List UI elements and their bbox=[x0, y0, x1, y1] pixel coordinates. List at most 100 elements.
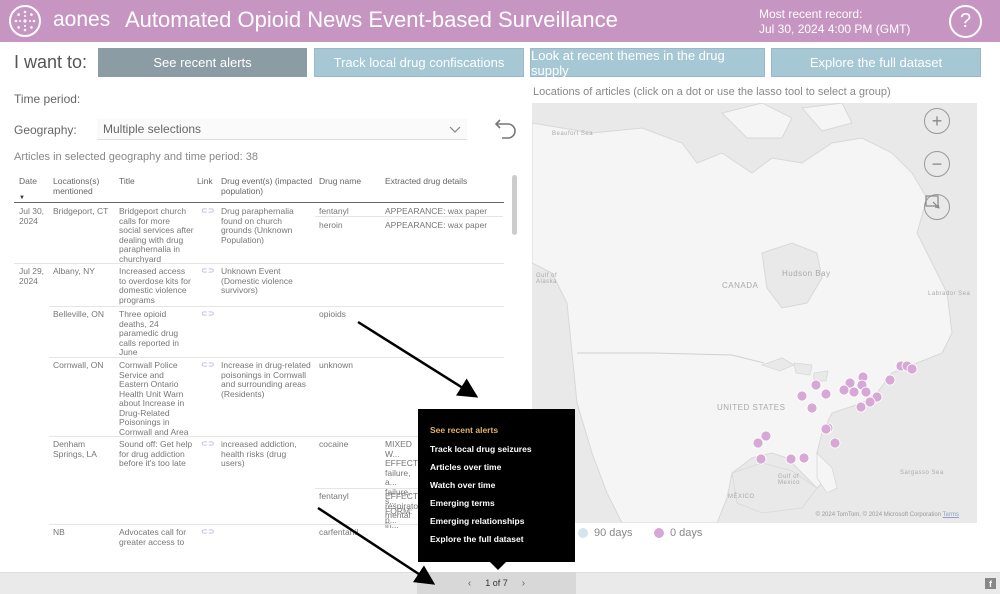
row-6-location: NB bbox=[53, 527, 65, 537]
row-5-title: Sound off: Get help for drug addiction b… bbox=[119, 439, 193, 468]
map-caption: Locations of articles (click on a dot or… bbox=[533, 86, 891, 98]
sort-down-icon[interactable]: ▼ bbox=[19, 195, 25, 201]
header-location[interactable]: Locations(s) mentioned bbox=[53, 176, 100, 196]
undo-icon[interactable] bbox=[493, 114, 519, 140]
track-confiscations-button[interactable]: Track local drug confiscations bbox=[314, 48, 524, 77]
zoom-out-button[interactable]: − bbox=[924, 151, 950, 177]
lasso-icon bbox=[925, 195, 940, 209]
row-divider bbox=[49, 357, 504, 358]
table-scrollbar[interactable] bbox=[512, 175, 517, 235]
link-icon[interactable]: ⊂⊃ bbox=[201, 360, 215, 369]
menu-item-drug-seizures[interactable]: Track local drug seizures bbox=[430, 444, 532, 454]
article-map[interactable]: Beaufort Sea Hudson Bay CANADA Labrador … bbox=[532, 103, 977, 523]
location-dot bbox=[844, 377, 856, 389]
page-navigator: ‹ 1 of 7 › bbox=[417, 572, 576, 594]
location-dot bbox=[796, 390, 808, 402]
header-divider bbox=[14, 202, 504, 203]
row-5-event: increased addiction, health risks (drug … bbox=[221, 439, 297, 468]
menu-item-recent-alerts[interactable]: See recent alerts bbox=[430, 425, 499, 435]
row-1-drug-2: heroin bbox=[319, 220, 343, 230]
location-dot bbox=[798, 452, 810, 464]
next-page-icon[interactable]: › bbox=[521, 577, 526, 589]
row-1-date: Jul 30, 2024 bbox=[19, 206, 45, 226]
row-2-event: Unknown Event (Domestic violence survivo… bbox=[221, 266, 293, 295]
row-5-drug-2: fentanyl bbox=[319, 491, 349, 501]
page-title: Automated Opioid News Event-based Survei… bbox=[125, 7, 618, 32]
row-6-drug-1: carfentanil bbox=[319, 527, 359, 537]
header-drug-details[interactable]: Extracted drug details bbox=[385, 176, 468, 186]
most-recent-record: Most recent record: Jul 30, 2024 4:00 PM… bbox=[759, 7, 910, 37]
row-divider bbox=[14, 263, 504, 264]
lasso-select-button[interactable] bbox=[924, 194, 950, 220]
header-title[interactable]: Title bbox=[119, 176, 135, 186]
location-dot bbox=[806, 402, 818, 414]
link-icon[interactable]: ⊂⊃ bbox=[201, 206, 215, 215]
popup-pointer bbox=[490, 562, 506, 570]
geography-dropdown[interactable]: Multiple selections bbox=[97, 119, 467, 140]
location-dot bbox=[864, 396, 876, 408]
link-icon[interactable]: ⊂⊃ bbox=[201, 266, 215, 275]
menu-item-emerging-terms[interactable]: Emerging terms bbox=[430, 498, 495, 508]
legend-dot bbox=[578, 528, 588, 538]
prev-page-icon[interactable]: ‹ bbox=[467, 577, 472, 589]
row-4-drug-1: unknown bbox=[319, 360, 354, 370]
help-button[interactable]: ? bbox=[949, 5, 982, 38]
row-5-location: Denham Springs, LA bbox=[53, 439, 97, 459]
row-2-title: Increased access to overdose kits for do… bbox=[119, 266, 191, 305]
location-dot bbox=[810, 379, 822, 391]
location-dot bbox=[820, 423, 832, 435]
row-3-location: Belleville, ON bbox=[53, 309, 105, 319]
location-dot bbox=[785, 453, 797, 465]
row-divider bbox=[49, 524, 504, 525]
app-header: aones Automated Opioid News Event-based … bbox=[0, 0, 1000, 42]
menu-item-emerging-relationships[interactable]: Emerging relationships bbox=[430, 516, 525, 526]
logo-icon bbox=[9, 5, 41, 37]
geography-value: Multiple selections bbox=[103, 122, 202, 136]
menu-item-articles-over-time[interactable]: Articles over time bbox=[430, 462, 502, 472]
explore-dataset-button[interactable]: Explore the full dataset bbox=[771, 48, 981, 77]
row-4-location: Cornwall, ON bbox=[53, 360, 104, 370]
map-label-hudson: Hudson Bay bbox=[782, 269, 831, 278]
row-1-details-2: APPEARANCE: wax paper bbox=[385, 220, 488, 230]
location-dot bbox=[848, 386, 860, 398]
map-label-sargasso: Sargasso Sea bbox=[900, 470, 944, 476]
link-icon[interactable]: ⊂⊃ bbox=[201, 527, 215, 536]
chevron-down-icon bbox=[449, 126, 461, 133]
map-label-beaufort: Beaufort Sea bbox=[552, 131, 594, 137]
menu-item-watch-over-time[interactable]: Watch over time bbox=[430, 480, 496, 490]
time-period-label: Time period: bbox=[14, 92, 81, 106]
map-label-us: UNITED STATES bbox=[717, 403, 786, 412]
terms-link[interactable]: Terms bbox=[942, 512, 959, 518]
row-5-drug-1: cocaine bbox=[319, 439, 349, 449]
header-drug-event[interactable]: Drug event(s) (impacted population) bbox=[221, 176, 313, 196]
recent-themes-button[interactable]: Look at recent themes in the drug supply bbox=[530, 48, 765, 78]
map-label-alaska: Gulf of Alaska bbox=[536, 273, 558, 285]
facebook-icon[interactable]: f bbox=[985, 578, 996, 589]
page-indicator: 1 of 7 bbox=[485, 578, 508, 588]
legend-0-days: 0 days bbox=[654, 527, 702, 539]
link-icon[interactable]: ⊂⊃ bbox=[201, 439, 215, 448]
header-link[interactable]: Link bbox=[197, 176, 213, 186]
location-dot bbox=[906, 363, 918, 375]
article-count: Articles in selected geography and time … bbox=[14, 151, 258, 163]
location-dot bbox=[884, 374, 896, 386]
location-dot bbox=[820, 388, 832, 400]
row-6-title: Advocates call for greater access to bbox=[119, 527, 187, 547]
header-date[interactable]: Date bbox=[19, 176, 37, 186]
row-2-location: Albany, NY bbox=[53, 266, 95, 276]
legend-90-days: 90 days bbox=[578, 527, 633, 539]
legend-dot bbox=[654, 528, 664, 538]
zoom-in-button[interactable]: + bbox=[924, 108, 950, 134]
legend-0-label: 0 days bbox=[670, 527, 703, 539]
recent-value: Jul 30, 2024 4:00 PM (GMT) bbox=[759, 22, 911, 36]
see-recent-alerts-button[interactable]: See recent alerts bbox=[98, 48, 307, 77]
map-label-mexico: MÉXICO bbox=[728, 494, 755, 500]
row-1-event: Drug paraphernalia found on church groun… bbox=[221, 206, 294, 245]
row-1-location: Bridgeport, CT bbox=[53, 206, 109, 216]
menu-item-explore-dataset[interactable]: Explore the full dataset bbox=[430, 534, 524, 544]
geography-label: Geography: bbox=[14, 123, 77, 137]
link-icon[interactable]: ⊂⊃ bbox=[201, 309, 215, 318]
row-3-title: Three opioid deaths, 24 paramedic drug c… bbox=[119, 309, 180, 357]
location-dots[interactable] bbox=[532, 103, 977, 523]
header-drug-name[interactable]: Drug name bbox=[319, 176, 362, 186]
